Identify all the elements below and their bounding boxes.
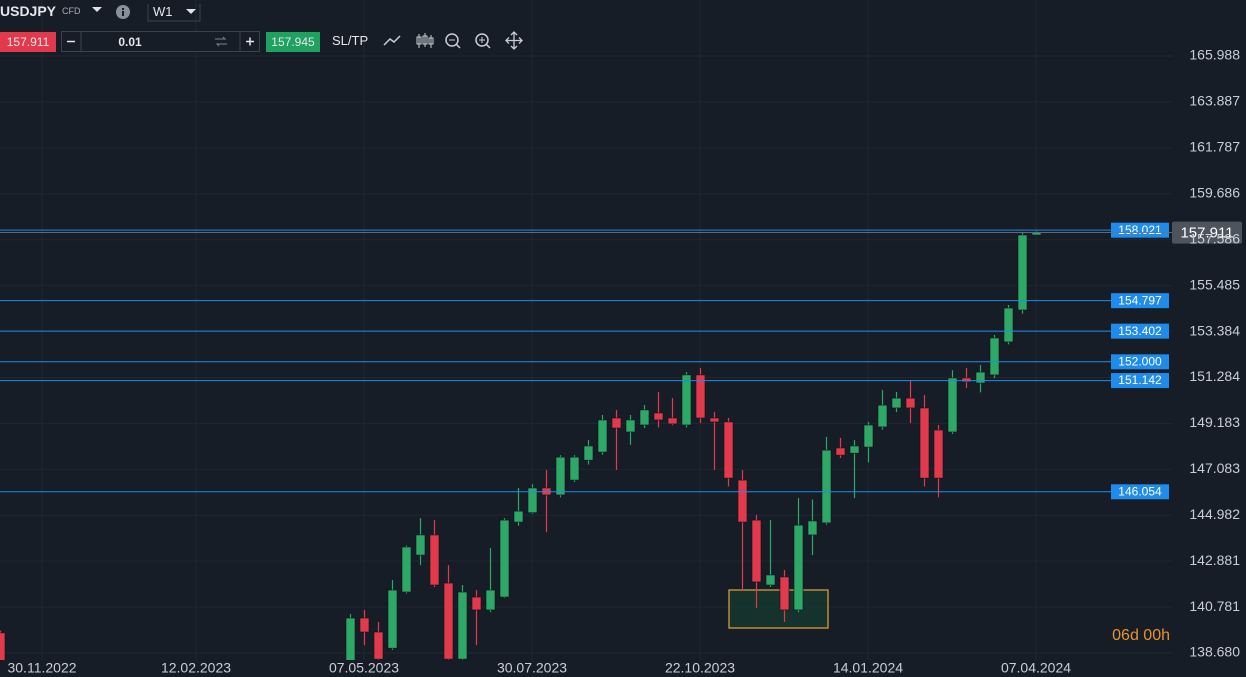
candle-body (415, 534, 426, 556)
candle-body (499, 519, 510, 598)
candle-body (961, 377, 972, 383)
x-tick-label: 14.01.2024 (833, 660, 903, 676)
x-tick-label: 30.07.2023 (497, 660, 567, 676)
y-tick-label: 163.887 (1189, 93, 1240, 109)
candle-body (681, 374, 692, 426)
y-tick-label: 157.586 (1189, 230, 1240, 246)
level-label-box (1111, 222, 1169, 238)
level-label: 151.142 (1118, 373, 1162, 387)
y-tick-label: 151.284 (1189, 368, 1240, 384)
candle-body (359, 617, 370, 633)
candle-body (1017, 234, 1028, 311)
candle-body (919, 407, 930, 479)
level-label: 154.797 (1118, 293, 1162, 307)
candle-body (583, 445, 594, 461)
range-box (728, 589, 829, 629)
level-label-box (1111, 373, 1169, 389)
candle-body (625, 419, 636, 433)
x-tick-label: 22.10.2023 (665, 660, 735, 676)
candle-body (821, 449, 832, 524)
candle-body (751, 519, 762, 583)
x-tick-label: 30.11.2022 (7, 660, 76, 676)
candle-body (457, 591, 468, 660)
current-price-label: 157.911 (1180, 225, 1233, 242)
candle-body (429, 534, 440, 586)
toolbar-icons[interactable] (90, 4, 210, 22)
candle-body (639, 409, 650, 426)
symbol[interactable]: USDJPY (0, 3, 57, 19)
candle-body (569, 456, 580, 481)
candle-body (345, 617, 356, 660)
volume-controls[interactable] (61, 31, 261, 53)
candle-body (597, 419, 608, 453)
candle-body (513, 510, 524, 523)
candle-body (779, 576, 790, 611)
candle-body (905, 397, 916, 409)
x-tick-label: 07.05.2023 (329, 660, 399, 676)
volume-input[interactable]: 0.01 (118, 35, 142, 49)
level-label: 158.021 (1118, 223, 1162, 237)
y-tick-label: 147.083 (1189, 460, 1240, 476)
y-tick-label: 161.787 (1189, 139, 1240, 155)
candle-body (471, 596, 482, 611)
candle-body (485, 589, 496, 611)
sell-button[interactable]: 157.911 (0, 32, 56, 52)
candle-body (947, 377, 958, 433)
candle-body (387, 589, 398, 649)
candle-body (695, 374, 706, 419)
candle-body (793, 524, 804, 611)
buy-button[interactable]: 157.945 (266, 32, 320, 52)
candle-body (737, 479, 748, 523)
y-tick-label: 165.988 (1189, 47, 1240, 63)
y-tick-label: 159.686 (1189, 184, 1240, 200)
candle-body (723, 421, 734, 479)
candle-body (667, 417, 678, 425)
timeframe[interactable]: W1 (153, 4, 173, 19)
y-tick-label: 155.485 (1189, 276, 1240, 292)
y-tick-label: 138.680 (1189, 644, 1240, 660)
y-tick-label: 153.384 (1189, 322, 1240, 338)
sltp-button[interactable]: SL/TP (332, 33, 369, 48)
candle-body (373, 631, 384, 660)
symbol-type: CFD (62, 6, 81, 16)
candle-body (0, 632, 6, 660)
level-label-box (1111, 323, 1169, 339)
candle-body (989, 337, 1000, 376)
y-tick-label: 144.982 (1189, 506, 1240, 522)
candle-body (765, 574, 776, 586)
candle-body (891, 397, 902, 409)
level-label-box (1111, 293, 1169, 309)
y-tick-label: 149.183 (1189, 414, 1240, 430)
candle-body (975, 371, 986, 384)
x-tick-label: 07.04.2024 (1001, 660, 1071, 676)
candle-body (527, 487, 538, 513)
level-label: 152.000 (1118, 354, 1162, 368)
candle-body (1003, 307, 1014, 343)
x-tick-label: 12.02.2023 (161, 660, 231, 676)
level-label: 153.402 (1118, 324, 1162, 338)
level-label: 146.054 (1118, 484, 1162, 498)
countdown: 06d 00h (1112, 627, 1170, 644)
candle-body (443, 582, 454, 660)
candle-body (807, 520, 818, 536)
candle-body (863, 424, 874, 448)
candle-body (401, 546, 412, 593)
level-label-box (1111, 484, 1169, 500)
current-price-box (1172, 221, 1242, 244)
y-tick-label: 142.881 (1189, 552, 1240, 568)
candle-body (877, 404, 888, 428)
candle-body (849, 445, 860, 454)
chart-tools[interactable] (382, 30, 528, 54)
y-tick-label: 140.781 (1189, 598, 1240, 614)
candle-body (933, 429, 944, 479)
candle-body (555, 456, 566, 496)
level-label-box (1111, 354, 1169, 370)
candle-body (709, 417, 720, 423)
candle-body (611, 417, 622, 429)
candle-body (653, 412, 664, 421)
candle-body (835, 447, 846, 456)
